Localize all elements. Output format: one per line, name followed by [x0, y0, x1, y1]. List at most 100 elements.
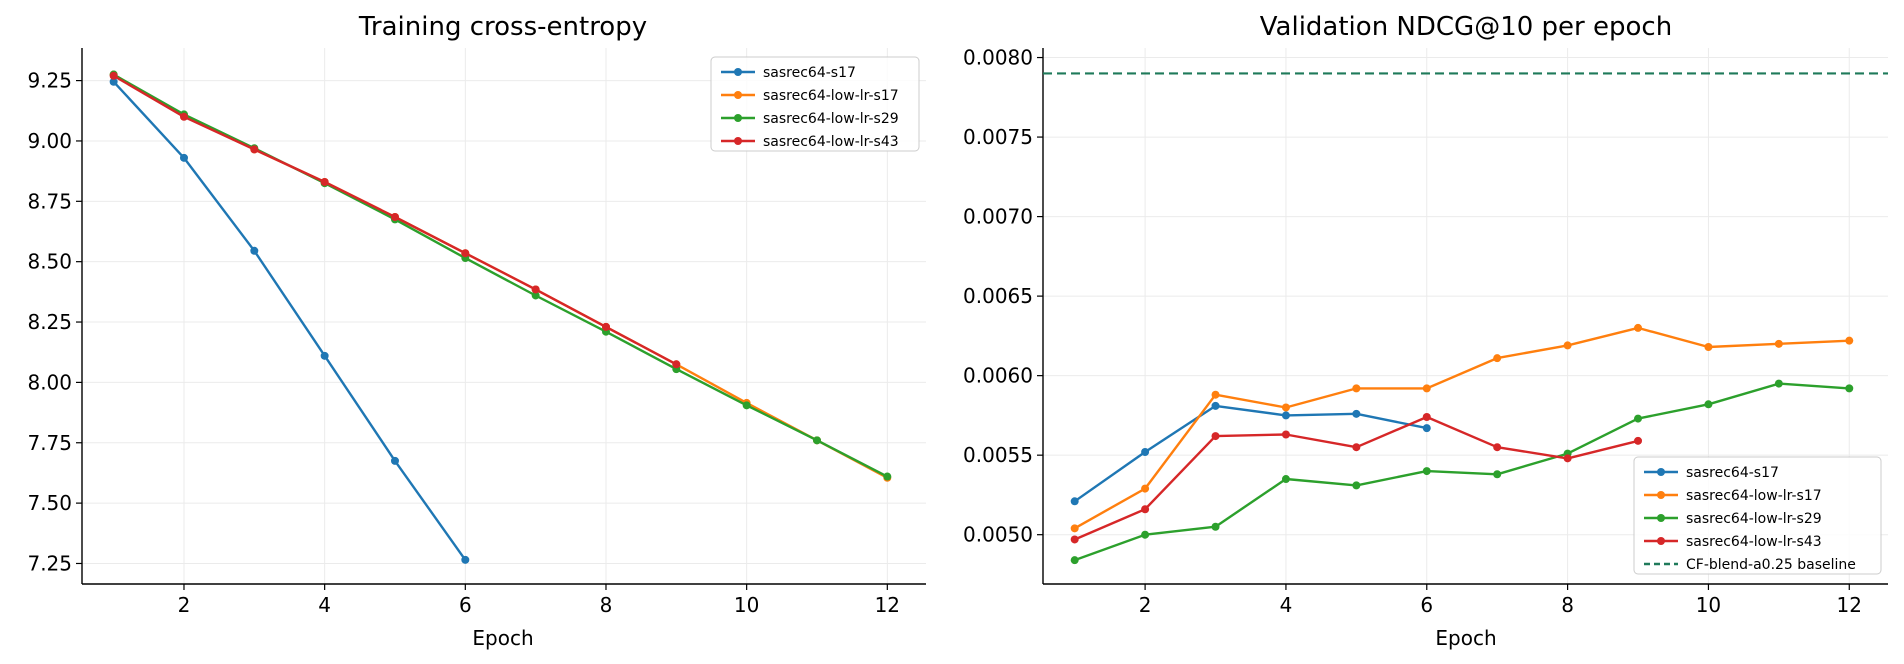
data-point	[250, 246, 259, 255]
y-tick-label: 0.0060	[963, 364, 1033, 388]
data-point	[1493, 470, 1502, 479]
y-tick-label: 0.0055	[963, 443, 1033, 467]
data-point	[179, 153, 188, 162]
legend-label: sasrec64-s17	[1686, 465, 1779, 481]
x-axis-label: Epoch	[1435, 626, 1496, 650]
data-point	[1281, 475, 1290, 484]
legend-box	[710, 56, 920, 152]
y-tick-label: 0.0080	[963, 46, 1033, 70]
data-point	[1422, 467, 1431, 476]
legend-label: sasrec64-low-lr-s17	[763, 88, 899, 104]
chart-title: Training cross-entropy	[358, 12, 647, 42]
data-point	[1704, 343, 1713, 352]
data-point	[1070, 524, 1079, 533]
legend-marker	[1657, 468, 1665, 476]
data-point	[461, 249, 470, 258]
data-point	[1141, 447, 1150, 456]
data-point	[1141, 505, 1150, 514]
data-point	[1774, 379, 1783, 388]
data-point	[1422, 384, 1431, 393]
legend-label: sasrec64-low-lr-s29	[763, 111, 899, 127]
legend-marker	[1657, 491, 1665, 499]
data-point	[390, 456, 399, 465]
data-point	[672, 360, 681, 369]
data-point	[1634, 436, 1643, 445]
data-point	[1281, 403, 1290, 412]
data-point	[1141, 530, 1150, 539]
data-point	[320, 351, 329, 360]
data-point	[1634, 323, 1643, 332]
legend-label: sasrec64-low-lr-s29	[1686, 511, 1822, 527]
x-tick-label: 12	[875, 593, 900, 617]
data-point	[179, 112, 188, 121]
chart-title: Validation NDCG@10 per epoch	[1260, 12, 1672, 42]
data-point	[1704, 400, 1713, 409]
legend-label: sasrec64-low-lr-s17	[1686, 488, 1822, 504]
data-point	[1563, 341, 1572, 350]
data-point	[1211, 401, 1220, 410]
legend-label: sasrec64-s17	[763, 65, 856, 81]
legend-marker	[1657, 514, 1665, 522]
data-point	[1211, 432, 1220, 441]
data-point	[109, 77, 118, 86]
data-point	[1845, 384, 1854, 393]
data-point	[1070, 535, 1079, 544]
series-line	[1074, 404, 1428, 503]
y-tick-label: 9.25	[27, 69, 72, 93]
legend-label: sasrec64-low-lr-s43	[1686, 534, 1822, 550]
legend-marker	[734, 114, 742, 122]
data-point	[320, 178, 329, 186]
series-line	[1074, 382, 1850, 562]
y-tick-label: 8.50	[27, 250, 72, 274]
x-tick-label: 12	[1837, 593, 1862, 617]
data-point	[1141, 484, 1150, 493]
data-point	[742, 401, 751, 410]
legend: sasrec64-s17 sasrec64-low-lr-s17 sasrec64-…	[1633, 456, 1882, 575]
legend-box	[1633, 456, 1882, 575]
series-line	[112, 80, 467, 561]
chart-validation-ndcg: Validation NDCG@10 per epoch Epoch 2 4 6 8 1…	[963, 12, 1888, 650]
y-tick-label: 7.25	[27, 551, 72, 575]
y-tick-label: 9.00	[27, 129, 72, 153]
data-point	[390, 213, 399, 222]
chart-training-cross-entropy: Training cross-entropy Epoch 2 4 6 8 10 12 7.2…	[27, 12, 926, 650]
data-point	[109, 71, 118, 80]
data-point	[1070, 556, 1079, 565]
x-tick-label: 2	[1139, 593, 1152, 617]
data-point	[250, 145, 259, 154]
legend-label: sasrec64-low-lr-s43	[763, 134, 899, 150]
x-tick-label: 6	[1420, 593, 1433, 617]
data-point	[1774, 339, 1783, 348]
data-point	[1634, 414, 1643, 423]
data-point	[601, 322, 610, 331]
data-point	[461, 555, 470, 564]
y-tick-label: 8.25	[27, 310, 72, 334]
data-point	[812, 436, 821, 445]
y-tick-label: 0.0065	[963, 284, 1033, 308]
data-point	[531, 285, 540, 294]
data-point	[1352, 443, 1361, 452]
legend-label: CF-blend-a0.25 baseline	[1686, 557, 1856, 573]
legend-marker	[734, 91, 742, 99]
x-tick-label: 10	[1696, 593, 1721, 617]
legend-marker	[1657, 537, 1665, 545]
series-line	[1074, 415, 1639, 541]
y-tick-label: 0.0070	[963, 205, 1033, 229]
y-tick-label: 0.0050	[963, 523, 1033, 547]
y-tick-label: 8.75	[27, 189, 72, 213]
data-point	[1211, 390, 1220, 399]
series-line	[113, 73, 888, 478]
data-point	[1493, 443, 1502, 452]
data-point	[1070, 497, 1079, 506]
data-point	[1281, 430, 1290, 439]
y-tick-label: 0.0075	[963, 125, 1033, 149]
series-line	[1074, 326, 1850, 530]
data-point	[1352, 384, 1361, 393]
x-tick-label: 8	[600, 593, 613, 617]
data-point	[1211, 522, 1220, 531]
x-tick-label: 8	[1561, 593, 1574, 617]
data-point	[1493, 354, 1502, 363]
data-point	[1563, 454, 1572, 463]
y-tick-label: 8.00	[27, 370, 72, 394]
